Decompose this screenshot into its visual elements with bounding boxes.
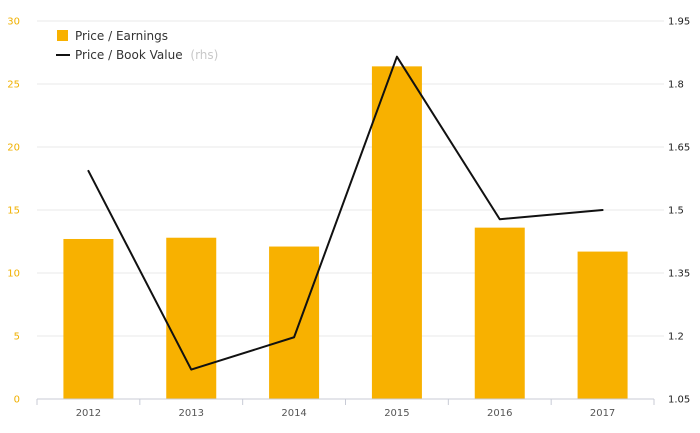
legend-label-rhs-suffix: (rhs) — [190, 48, 218, 62]
bar-2012 — [63, 238, 114, 399]
legend: Price / Earnings Price / Book Value (rhs… — [56, 29, 218, 62]
y-left-tick-label: 15 — [7, 206, 20, 217]
bar-2015 — [371, 66, 422, 400]
x-tick-label-2013: 2013 — [179, 408, 204, 419]
legend-label-price-book-value-main: Price / Book Value — [75, 48, 183, 62]
gridlines — [37, 20, 664, 337]
bar-2013 — [166, 237, 217, 399]
bar-2014 — [269, 246, 320, 399]
legend-swatch-price-earnings — [57, 30, 68, 41]
bars — [63, 66, 628, 400]
line-price-book-value — [87, 55, 604, 371]
y-left-tick-label: 30 — [7, 17, 20, 28]
x-tick-label-2012: 2012 — [76, 408, 101, 419]
y-left-tick-label: 10 — [7, 269, 20, 280]
y-left-tick-label: 0 — [14, 395, 20, 406]
y-left-tick-label: 20 — [7, 143, 20, 154]
legend-label-price-earnings: Price / Earnings — [75, 29, 168, 43]
y-right-tick-label: 1.65 — [668, 143, 690, 154]
axes: 0 5 10 15 20 25 30 1.05 1.2 1.35 1.5 1.65 1.8 1.95 201… — [7, 17, 690, 420]
y-right-tick-label: 1.2 — [668, 332, 684, 343]
line-series — [87, 55, 604, 371]
y-right-tick-label: 1.8 — [668, 80, 684, 91]
x-tick-label-2015: 2015 — [384, 408, 409, 419]
y-right-tick-label: 1.5 — [668, 206, 684, 217]
x-tick-label-2016: 2016 — [487, 408, 512, 419]
bar-2017 — [577, 251, 628, 399]
y-left-tick-label: 25 — [7, 80, 20, 91]
x-tick-label-2017: 2017 — [590, 408, 615, 419]
y-left-tick-label: 5 — [14, 332, 20, 343]
legend-label-price-book-value: Price / Book Value (rhs) — [75, 48, 218, 62]
y-right-tick-label: 1.95 — [668, 17, 690, 28]
x-tick-label-2014: 2014 — [281, 408, 306, 419]
y-right-tick-label: 1.35 — [668, 269, 690, 280]
y-right-tick-label: 1.05 — [668, 395, 690, 406]
bar-2016 — [474, 227, 525, 399]
